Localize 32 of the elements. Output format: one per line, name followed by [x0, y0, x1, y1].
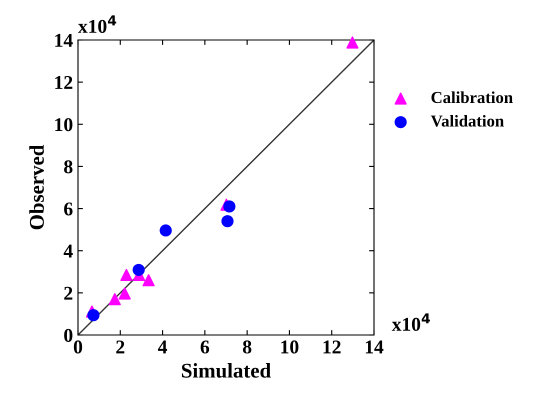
x-tick-label: 6 [200, 340, 210, 354]
y-tick-label: 2 [64, 286, 72, 300]
x-tick-label: 0 [74, 340, 82, 354]
y-tick-label: 0 [64, 328, 72, 342]
point [346, 36, 359, 49]
point [108, 293, 121, 306]
point [87, 309, 100, 322]
y-tick-label: 14 [55, 34, 73, 47]
legend-label: Calibration [431, 91, 513, 104]
y-axis-title: Observed [29, 144, 44, 230]
x-axis-title: Simulated [182, 363, 271, 378]
x-tick-label: 10 [281, 340, 298, 354]
y-tick-label: 12 [55, 76, 72, 89]
x-tick-label: 8 [242, 340, 252, 354]
point [221, 215, 234, 228]
y-tick-label: 8 [64, 160, 72, 174]
point [160, 224, 172, 237]
x-tick-label: 14 [366, 340, 384, 354]
text: x10$^{4}$ [392, 313, 430, 331]
legend-label: Validation [430, 114, 504, 127]
x-tick-label: 2 [116, 340, 124, 354]
point [132, 264, 145, 276]
x-tick-label: 12 [324, 340, 341, 354]
point [120, 268, 132, 282]
point [223, 200, 236, 213]
y-tick-label: 10 [55, 118, 72, 132]
point [142, 274, 155, 286]
y-tick-label: 4 [64, 244, 73, 258]
y-tick-label: 6 [64, 202, 73, 216]
point [118, 287, 131, 300]
x-tick-label: 4 [158, 340, 168, 354]
text: x10$^{4}$ [78, 15, 116, 33]
